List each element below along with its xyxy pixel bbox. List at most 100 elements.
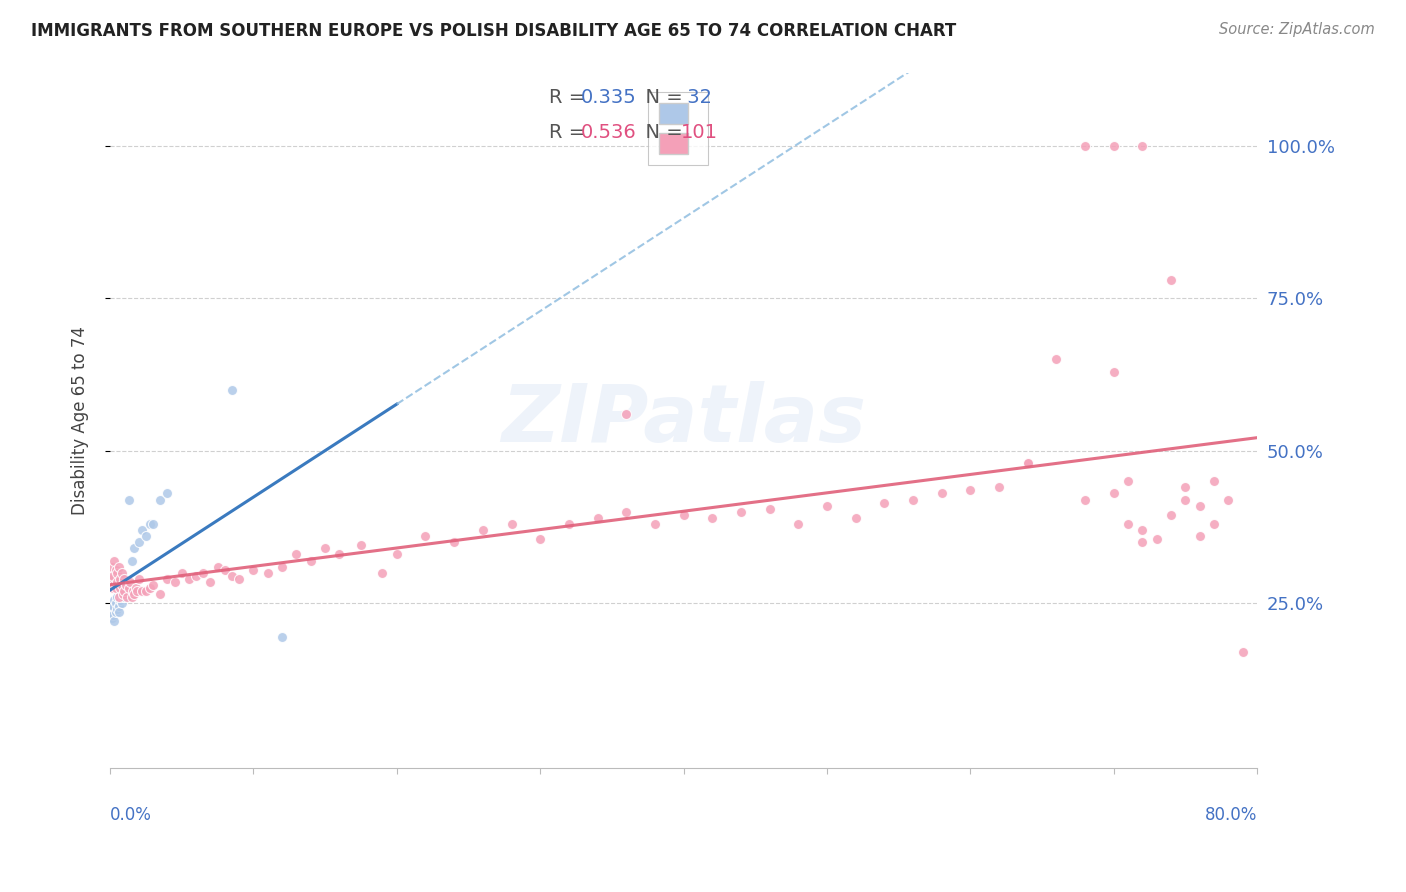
Point — [118, 492, 141, 507]
Point — [131, 584, 153, 599]
Point — [242, 563, 264, 577]
Point — [271, 630, 294, 644]
Point — [1174, 480, 1197, 494]
Point — [107, 590, 129, 604]
Point — [1232, 645, 1254, 659]
Point — [100, 611, 122, 625]
Text: 32: 32 — [682, 88, 713, 107]
Point — [108, 581, 131, 595]
Point — [103, 578, 125, 592]
Point — [385, 548, 408, 562]
Point — [124, 541, 146, 556]
Point — [121, 553, 143, 567]
Point — [529, 532, 551, 546]
Point — [221, 383, 243, 397]
Point — [443, 535, 465, 549]
Point — [112, 584, 135, 599]
Point — [1017, 456, 1039, 470]
Text: 0.335: 0.335 — [581, 88, 636, 107]
Point — [845, 511, 868, 525]
Point — [124, 587, 146, 601]
Point — [142, 516, 165, 531]
Point — [170, 566, 193, 580]
Point — [110, 578, 132, 592]
Point — [1017, 456, 1039, 470]
Point — [117, 584, 139, 599]
Point — [1202, 516, 1225, 531]
Point — [1130, 535, 1153, 549]
Point — [1174, 492, 1197, 507]
Point — [104, 605, 127, 619]
Point — [1202, 475, 1225, 489]
Point — [1160, 508, 1182, 522]
Point — [107, 599, 129, 614]
Point — [120, 574, 142, 589]
Point — [299, 553, 322, 567]
Point — [104, 581, 127, 595]
Point — [128, 572, 150, 586]
Point — [1074, 492, 1097, 507]
Point — [1130, 139, 1153, 153]
Point — [1188, 529, 1211, 543]
Point — [105, 602, 128, 616]
Point — [108, 593, 131, 607]
Point — [121, 590, 143, 604]
Point — [156, 572, 179, 586]
Point — [101, 608, 124, 623]
Text: ZIPatlas: ZIPatlas — [501, 382, 866, 459]
Text: R =: R = — [550, 123, 592, 142]
Point — [128, 535, 150, 549]
Point — [103, 553, 125, 567]
Point — [105, 566, 128, 580]
Text: 0.0%: 0.0% — [110, 805, 152, 824]
Point — [1160, 273, 1182, 287]
Point — [101, 568, 124, 582]
Point — [586, 511, 609, 525]
Point — [105, 574, 128, 589]
Text: IMMIGRANTS FROM SOUTHERN EUROPE VS POLISH DISABILITY AGE 65 TO 74 CORRELATION CH: IMMIGRANTS FROM SOUTHERN EUROPE VS POLIS… — [31, 22, 956, 40]
Point — [271, 559, 294, 574]
Y-axis label: Disability Age 65 to 74: Disability Age 65 to 74 — [72, 326, 89, 515]
Point — [127, 584, 149, 599]
Text: N =: N = — [633, 123, 689, 142]
Point — [758, 501, 780, 516]
Point — [117, 590, 139, 604]
Point — [1102, 365, 1125, 379]
Point — [988, 480, 1011, 494]
Text: 0.536: 0.536 — [581, 123, 636, 142]
Point — [207, 559, 229, 574]
Point — [110, 596, 132, 610]
Point — [1045, 352, 1067, 367]
Point — [104, 596, 127, 610]
Point — [558, 516, 581, 531]
Point — [122, 584, 145, 599]
Point — [1218, 492, 1240, 507]
Point — [200, 574, 222, 589]
Legend: , : , — [648, 93, 707, 165]
Point — [149, 492, 172, 507]
Point — [1116, 516, 1139, 531]
Point — [1146, 532, 1168, 546]
Point — [125, 581, 148, 595]
Point — [107, 605, 129, 619]
Point — [111, 587, 134, 601]
Point — [1102, 139, 1125, 153]
Point — [959, 483, 981, 498]
Text: R =: R = — [550, 88, 592, 107]
Point — [111, 590, 134, 604]
Point — [104, 563, 127, 577]
Point — [139, 516, 162, 531]
Point — [501, 516, 523, 531]
Point — [350, 538, 373, 552]
Point — [149, 587, 172, 601]
Point — [112, 572, 135, 586]
Point — [103, 593, 125, 607]
Point — [105, 590, 128, 604]
Point — [614, 505, 637, 519]
Point — [112, 590, 135, 604]
Point — [115, 581, 138, 595]
Point — [193, 566, 215, 580]
Point — [702, 511, 724, 525]
Point — [142, 578, 165, 592]
Point — [815, 499, 838, 513]
